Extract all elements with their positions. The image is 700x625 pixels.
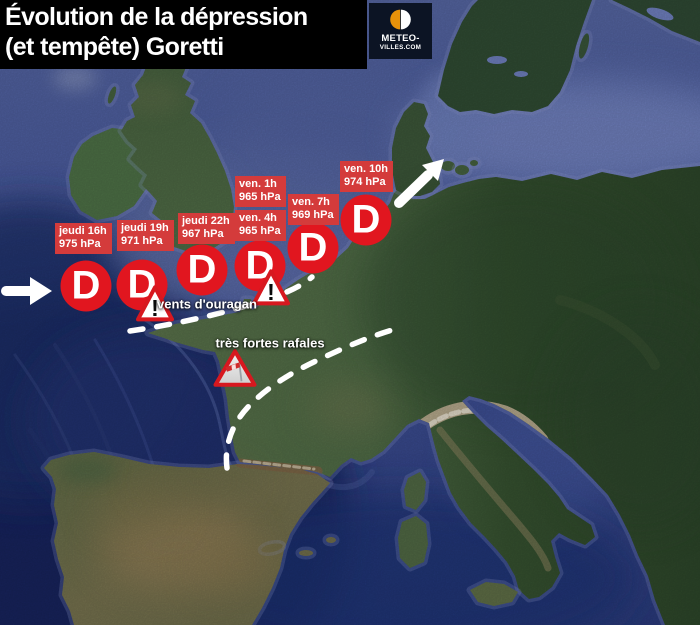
track-pressure: 975 hPa bbox=[59, 237, 101, 250]
track-time-label: jeudi 16h 975 hPa bbox=[55, 223, 112, 254]
track-time-label: ven. 7h 969 hPa bbox=[288, 194, 339, 225]
title-banner: Évolution de la dépression (et tempête) … bbox=[0, 0, 367, 69]
track-pressure: 967 hPa bbox=[182, 227, 224, 240]
warning-triangle-windsock bbox=[213, 348, 257, 393]
track-time: ven. 1h bbox=[239, 178, 277, 190]
track-pressure: 965 hPa bbox=[239, 190, 281, 203]
depression-marker: D bbox=[340, 194, 392, 246]
track-pressure: 974 hPa bbox=[344, 175, 386, 188]
triangle-outline bbox=[252, 269, 290, 306]
track-pressure: 965 hPa bbox=[239, 224, 281, 237]
exclamation-icon: ! bbox=[267, 279, 275, 305]
meteo-villes-logo: METEO- VILLES.COM bbox=[369, 3, 432, 59]
track-time: jeudi 22h bbox=[182, 215, 230, 227]
track-pressure: 971 hPa bbox=[121, 234, 163, 247]
track-time-label: ven. 1h 965 hPa bbox=[235, 176, 286, 207]
depression-letter: D bbox=[71, 263, 101, 307]
depression-marker: D bbox=[287, 222, 339, 274]
title-line2: (et tempête) Goretti bbox=[5, 32, 224, 61]
track-time-label: jeudi 22h 967 hPa bbox=[178, 213, 235, 244]
track-time: ven. 10h bbox=[344, 163, 389, 175]
track-time: ven. 4h bbox=[239, 212, 277, 224]
logo-text-line1: METEO- bbox=[381, 33, 420, 44]
triangle-outline bbox=[136, 285, 174, 322]
track-pressure: 969 hPa bbox=[292, 208, 334, 221]
track-time: ven. 7h bbox=[292, 196, 330, 208]
track-time-label: ven. 10h 974 hPa bbox=[340, 161, 394, 192]
exclamation-icon: ! bbox=[151, 295, 159, 321]
depression-letter: D bbox=[187, 247, 217, 291]
depression-letter: D bbox=[351, 197, 381, 241]
depression-letter: D bbox=[298, 225, 328, 269]
depression-marker: D bbox=[176, 244, 228, 296]
wind-zone-label: vents d'ouragan bbox=[157, 296, 257, 312]
track-time-label: ven. 4h 965 hPa bbox=[235, 210, 286, 241]
track-time: jeudi 16h bbox=[59, 225, 107, 237]
wind-zone-label: très fortes rafales bbox=[215, 335, 325, 351]
track-time-label: jeudi 19h 971 hPa bbox=[117, 220, 174, 251]
windsock-icon bbox=[225, 362, 243, 382]
warning-triangle-exclamation: ! bbox=[136, 284, 174, 327]
logo-text-line2: VILLES.COM bbox=[379, 44, 422, 51]
title-line1: Évolution de la dépression bbox=[5, 3, 308, 31]
warning-triangle-exclamation: ! bbox=[252, 268, 290, 311]
depression-marker: D bbox=[60, 260, 112, 312]
meteo-villes-sun-icon bbox=[390, 9, 411, 30]
track-time: jeudi 19h bbox=[121, 222, 169, 234]
